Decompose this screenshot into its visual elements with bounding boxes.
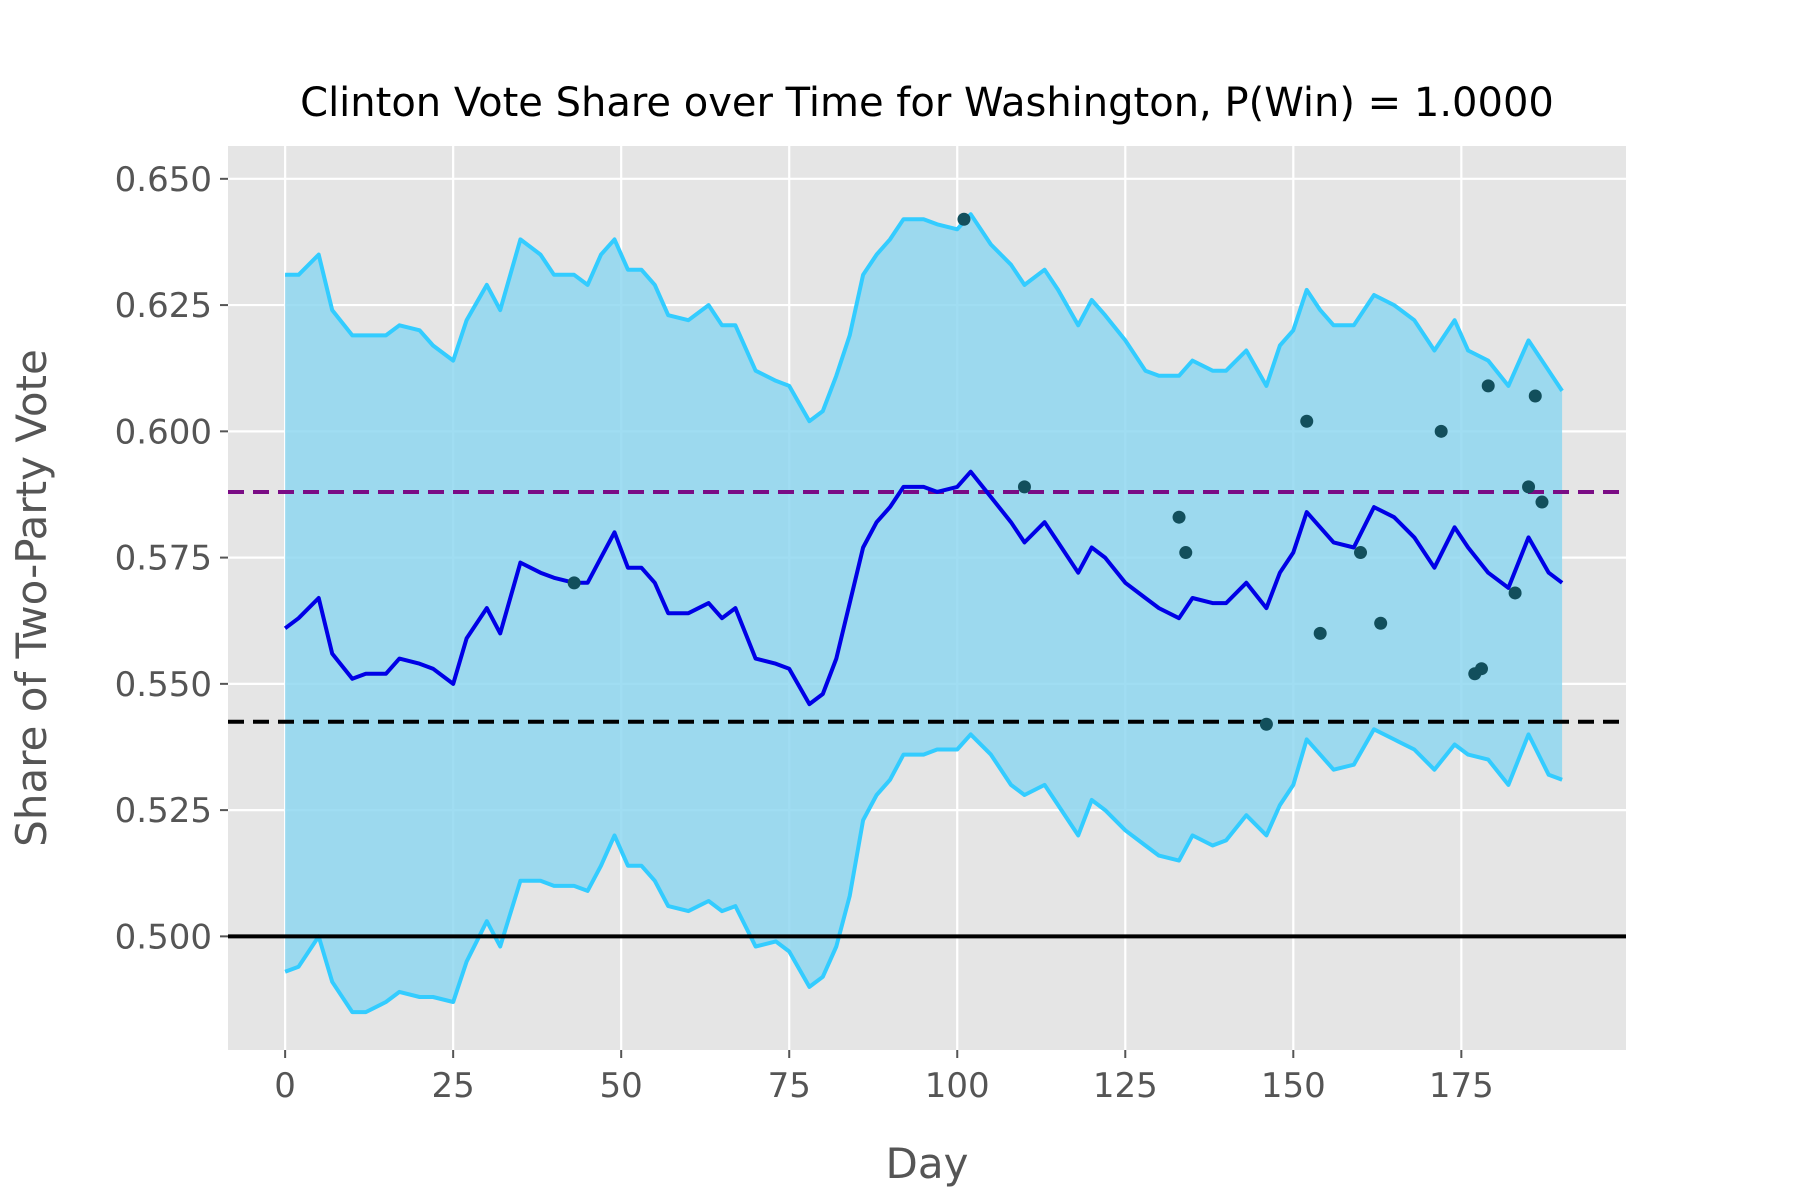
poll-point-3 bbox=[1172, 510, 1186, 524]
mean-line-group bbox=[283, 469, 1564, 707]
x-tick-label-4: 100 bbox=[925, 1066, 990, 1106]
poll-point-5 bbox=[1259, 717, 1273, 731]
y-tick-label-6: 0.650 bbox=[115, 160, 212, 200]
poll-point-8 bbox=[1354, 546, 1368, 560]
x-axis-ticks: 0 25 50 75 100 125 150 175 bbox=[274, 1050, 1494, 1106]
x-tick-label-1: 25 bbox=[432, 1066, 475, 1106]
x-tick-label-3: 75 bbox=[768, 1066, 811, 1106]
poll-point-16 bbox=[1528, 389, 1542, 403]
confidence-band bbox=[284, 212, 1564, 1015]
x-tick-label-5: 125 bbox=[1093, 1066, 1158, 1106]
poll-point-9 bbox=[1374, 616, 1388, 630]
lower-band-line bbox=[284, 727, 1563, 1015]
y-tick-label-4: 0.600 bbox=[115, 412, 212, 452]
y-tick-label-5: 0.625 bbox=[115, 286, 212, 326]
y-tick-label-3: 0.575 bbox=[115, 539, 212, 579]
y-axis-title: Share of Two-Party Vote bbox=[7, 349, 56, 847]
x-tick-label-6: 150 bbox=[1261, 1066, 1326, 1106]
poll-point-10 bbox=[1434, 424, 1448, 438]
poll-point-0 bbox=[567, 576, 581, 590]
mean-line bbox=[283, 469, 1564, 707]
y-tick-label-0: 0.500 bbox=[115, 917, 212, 957]
y-axis-ticks: 0.500 0.525 0.550 0.575 0.600 0.625 0.650 bbox=[115, 160, 228, 957]
x-tick-label-2: 50 bbox=[600, 1066, 643, 1106]
band-fill bbox=[285, 214, 1563, 1013]
poll-point-17 bbox=[1535, 495, 1549, 509]
x-axis-title: Day bbox=[886, 1139, 969, 1188]
poll-point-4 bbox=[1179, 546, 1193, 560]
upper-band-line bbox=[285, 212, 1564, 424]
reference-lines bbox=[228, 489, 1626, 939]
poll-point-12 bbox=[1474, 662, 1488, 676]
chart-title: Clinton Vote Share over Time for Washing… bbox=[300, 80, 1554, 126]
poll-point-14 bbox=[1508, 586, 1522, 600]
poll-points bbox=[567, 212, 1549, 731]
poll-point-15 bbox=[1522, 480, 1536, 494]
y-tick-label-1: 0.525 bbox=[115, 791, 212, 831]
poll-point-7 bbox=[1313, 626, 1327, 640]
poll-point-13 bbox=[1481, 379, 1495, 393]
poll-point-2 bbox=[1017, 480, 1031, 494]
poll-point-6 bbox=[1300, 414, 1314, 428]
x-tick-label-0: 0 bbox=[274, 1066, 296, 1106]
poll-point-1 bbox=[957, 212, 971, 226]
x-tick-label-7: 175 bbox=[1429, 1066, 1494, 1106]
y-tick-label-2: 0.550 bbox=[115, 665, 212, 705]
